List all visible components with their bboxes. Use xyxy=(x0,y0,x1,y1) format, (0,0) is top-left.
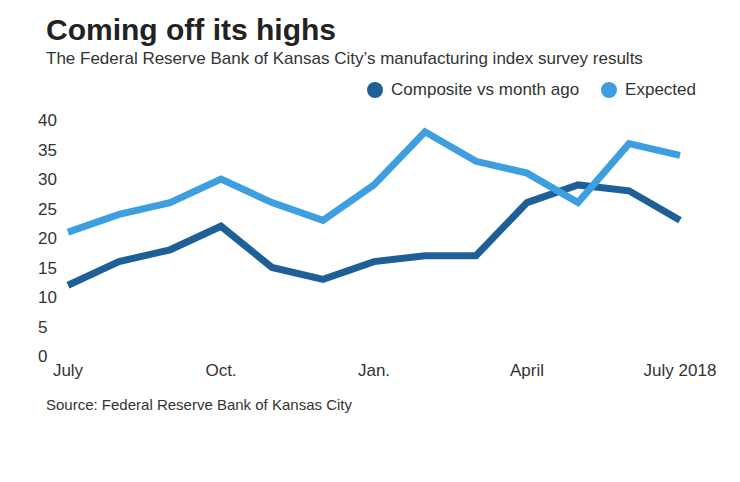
html-text:Coming off its highs: Coming off its highs xyxy=(46,13,336,46)
svg-text:20: 20 xyxy=(38,229,57,248)
html-text:Source: Federal Reserve Bank o: Source: Federal Reserve Bank of Kansas C… xyxy=(46,396,352,413)
html-text:Expected: Expected xyxy=(625,80,696,99)
svg-text:15: 15 xyxy=(38,259,57,278)
svg-text:0: 0 xyxy=(38,347,47,366)
svg-text:April: April xyxy=(510,361,544,380)
svg-text:25: 25 xyxy=(38,200,57,219)
html-text:The Federal Reserve Bank of Ka: The Federal Reserve Bank of Kansas City’… xyxy=(46,49,643,68)
svg-text:10: 10 xyxy=(38,288,57,307)
svg-text:Oct.: Oct. xyxy=(205,361,236,380)
svg-text:35: 35 xyxy=(38,141,57,160)
svg-text:July 2018: July 2018 xyxy=(644,361,717,380)
svg-text:40: 40 xyxy=(38,111,57,130)
svg-text:5: 5 xyxy=(38,318,47,337)
svg-text:Jan.: Jan. xyxy=(358,361,390,380)
svg-text:30: 30 xyxy=(38,170,57,189)
html-text:Composite vs month ago: Composite vs month ago xyxy=(391,80,580,99)
svg-text:July: July xyxy=(53,361,84,380)
